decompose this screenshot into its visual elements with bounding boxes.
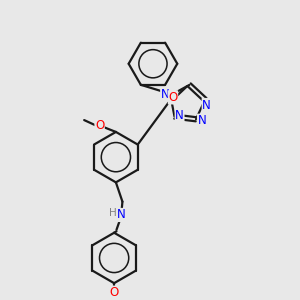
- Text: O: O: [95, 119, 104, 132]
- Text: N: N: [197, 114, 206, 127]
- Text: O: O: [168, 91, 178, 104]
- Text: H: H: [109, 208, 117, 218]
- Text: O: O: [110, 286, 119, 299]
- Text: N: N: [175, 109, 184, 122]
- Text: N: N: [161, 88, 170, 101]
- Text: N: N: [117, 208, 126, 221]
- Text: N: N: [202, 98, 211, 112]
